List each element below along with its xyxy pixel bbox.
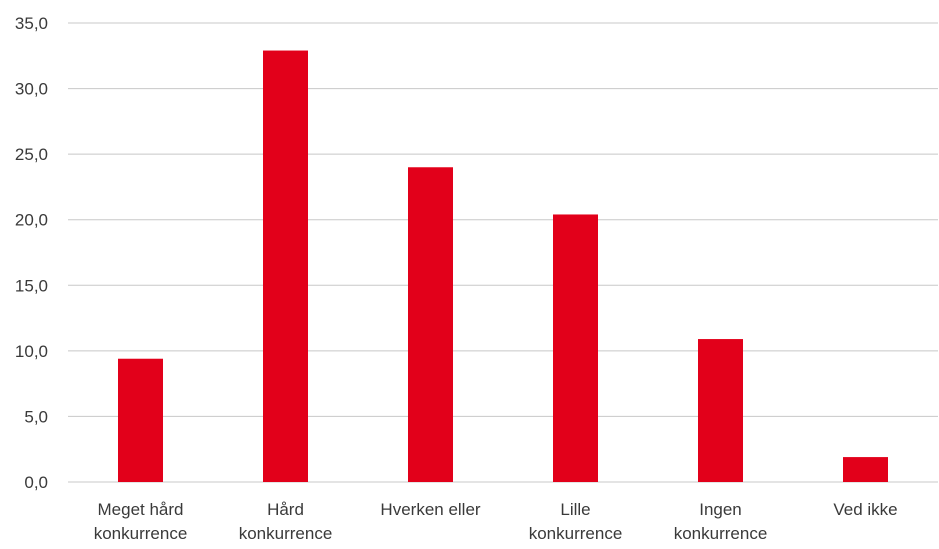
x-category-label: Hård konkurrence xyxy=(239,500,333,543)
x-axis-category-labels: Meget hård konkurrence Hård konkurrence Hver… xyxy=(94,500,898,543)
bar xyxy=(408,167,453,482)
bar xyxy=(698,339,743,482)
bar xyxy=(843,457,888,482)
bar xyxy=(118,358,163,482)
y-tick-label: 20,0 xyxy=(15,211,48,230)
x-category-label: Hverken eller xyxy=(380,500,480,519)
bar xyxy=(553,214,598,482)
y-tick-label: 10,0 xyxy=(15,342,48,361)
bars xyxy=(118,50,888,482)
y-tick-label: 35,0 xyxy=(15,14,48,33)
y-tick-label: 0,0 xyxy=(24,473,48,492)
gridlines xyxy=(68,22,938,483)
x-category-label: Ingen konkurrence xyxy=(674,500,768,543)
x-category-label: Meget hård konkurrence xyxy=(94,500,188,543)
y-tick-label: 25,0 xyxy=(15,145,48,164)
x-category-label: Lille konkurrence xyxy=(529,500,623,543)
y-axis-tick-labels: 0,0 5,0 10,0 15,0 20,0 25,0 30,0 35,0 xyxy=(15,14,48,492)
y-tick-label: 15,0 xyxy=(15,276,48,295)
bar xyxy=(263,50,308,482)
y-tick-label: 30,0 xyxy=(15,80,48,99)
y-tick-label: 5,0 xyxy=(24,407,48,426)
x-category-label: Ved ikke xyxy=(833,500,897,519)
